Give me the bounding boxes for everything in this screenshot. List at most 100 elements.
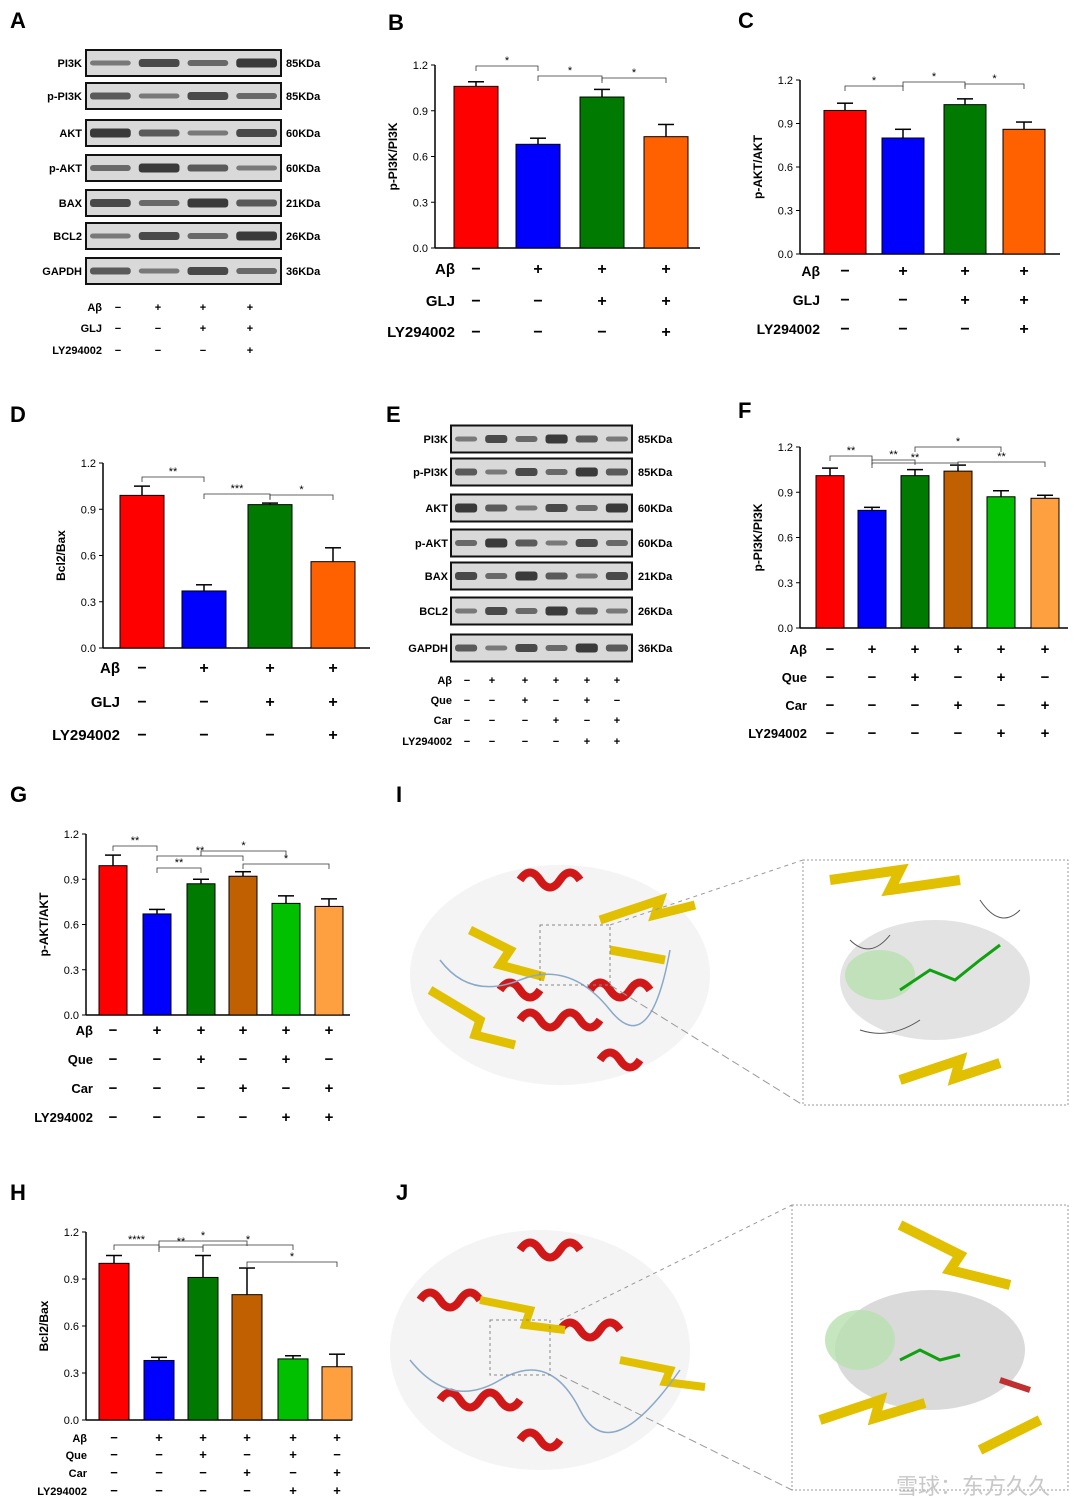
- watermark: 雪球：东方久久: [895, 1475, 1050, 1500]
- blot-band: [605, 572, 628, 580]
- blot-band: [187, 233, 229, 239]
- condition-sign: +: [960, 292, 969, 309]
- condition-sign: +: [247, 302, 253, 314]
- blot-band: [455, 608, 478, 614]
- condition-label: Que: [68, 1052, 93, 1067]
- condition-sign: +: [197, 1022, 206, 1039]
- bar: [310, 561, 356, 649]
- condition-sign: −: [197, 1080, 206, 1097]
- condition-label: GLJ: [793, 292, 820, 308]
- condition-sign: −: [489, 715, 495, 727]
- condition-sign: +: [997, 669, 1006, 686]
- condition-sign: +: [584, 675, 590, 687]
- condition-sign: +: [265, 694, 274, 711]
- y-tick-label: 0.6: [413, 152, 428, 164]
- blot-strip: [450, 561, 633, 591]
- blot-band: [455, 644, 478, 652]
- condition-label: Aβ: [76, 1023, 93, 1038]
- condition-sign: −: [137, 727, 146, 744]
- blot-label: BCL2: [419, 606, 448, 618]
- y-tick-label: 0.0: [81, 643, 96, 655]
- blot-band: [236, 268, 277, 274]
- significance-label: *: [505, 55, 510, 67]
- condition-sign: +: [661, 324, 670, 341]
- condition-sign: −: [155, 345, 161, 357]
- bar: [943, 470, 973, 629]
- condition-sign: −: [954, 669, 963, 686]
- y-axis-label: p-PI3K/PI3K: [751, 503, 765, 571]
- condition-sign: −: [265, 727, 274, 744]
- condition-label: LY294002: [402, 736, 452, 748]
- condition-label: Aβ: [435, 261, 455, 278]
- protein-structure-i: [410, 865, 710, 1085]
- significance-label: *: [568, 65, 573, 77]
- condition-sign: −: [155, 323, 161, 335]
- significance-label: *: [284, 853, 289, 865]
- blot-strip: [450, 424, 633, 454]
- bar: [815, 475, 845, 629]
- blot-band: [455, 468, 478, 476]
- condition-sign: −: [522, 715, 528, 727]
- y-tick-label: 1.2: [81, 458, 96, 470]
- condition-sign: +: [954, 641, 963, 658]
- y-tick-label: 0.6: [778, 533, 793, 545]
- bar: [271, 902, 301, 1016]
- y-tick-label: 0.9: [81, 504, 96, 516]
- bar: [1030, 497, 1060, 629]
- condition-sign: −: [282, 1080, 291, 1097]
- blot-label: GAPDH: [408, 643, 448, 655]
- blot-band: [236, 231, 277, 241]
- bar: [453, 85, 499, 249]
- blot-band: [187, 198, 229, 208]
- blot-strip: [450, 528, 633, 558]
- condition-sign: +: [325, 1080, 334, 1097]
- y-tick-label: 0.0: [778, 623, 793, 635]
- y-axis-label: p-PI3K/PI3K: [386, 122, 400, 190]
- condition-sign: −: [137, 660, 146, 677]
- condition-label: Aβ: [437, 675, 452, 687]
- blot-band: [236, 165, 277, 171]
- panel-letter-a: A: [10, 8, 26, 33]
- significance-label: *: [246, 1234, 251, 1246]
- condition-sign: −: [614, 695, 620, 707]
- condition-sign: +: [325, 1109, 334, 1126]
- blot-band: [485, 504, 508, 512]
- condition-label: GLJ: [81, 323, 102, 335]
- condition-sign: +: [868, 641, 877, 658]
- condition-sign: −: [153, 1080, 162, 1097]
- condition-sign: +: [584, 736, 590, 748]
- blot-band: [187, 267, 229, 275]
- condition-sign: −: [471, 261, 480, 278]
- condition-sign: −: [464, 736, 470, 748]
- blot-band: [605, 608, 628, 614]
- condition-sign: −: [155, 1447, 163, 1462]
- blot-band: [236, 93, 277, 99]
- bar: [119, 494, 165, 649]
- blot-band: [575, 505, 598, 511]
- chart-g: G0.00.30.60.91.2p-AKT/AKT****** **Aβ − + + + +…: [10, 782, 350, 1126]
- blot-kda: 21KDa: [286, 198, 321, 210]
- y-axis-label: p-AKT/AKT: [751, 134, 765, 199]
- condition-sign: +: [614, 736, 620, 748]
- condition-sign: −: [325, 1051, 334, 1068]
- blot-band: [90, 92, 131, 100]
- condition-sign: −: [109, 1051, 118, 1068]
- condition-sign: +: [489, 675, 495, 687]
- significance-label: *: [299, 484, 304, 496]
- blot-band: [515, 644, 538, 652]
- condition-sign: −: [584, 715, 590, 727]
- condition-sign: +: [328, 727, 337, 744]
- blot-band: [455, 540, 478, 546]
- significance-label: *: [241, 840, 246, 852]
- significance-label: *: [992, 73, 997, 85]
- condition-sign: −: [553, 736, 559, 748]
- condition-sign: −: [898, 321, 907, 338]
- condition-label: LY294002: [52, 727, 120, 744]
- y-tick-label: 0.3: [81, 597, 96, 609]
- blot-band: [605, 436, 628, 442]
- condition-sign: +: [289, 1447, 297, 1462]
- significance-label: **: [847, 445, 856, 457]
- condition-sign: +: [200, 323, 206, 335]
